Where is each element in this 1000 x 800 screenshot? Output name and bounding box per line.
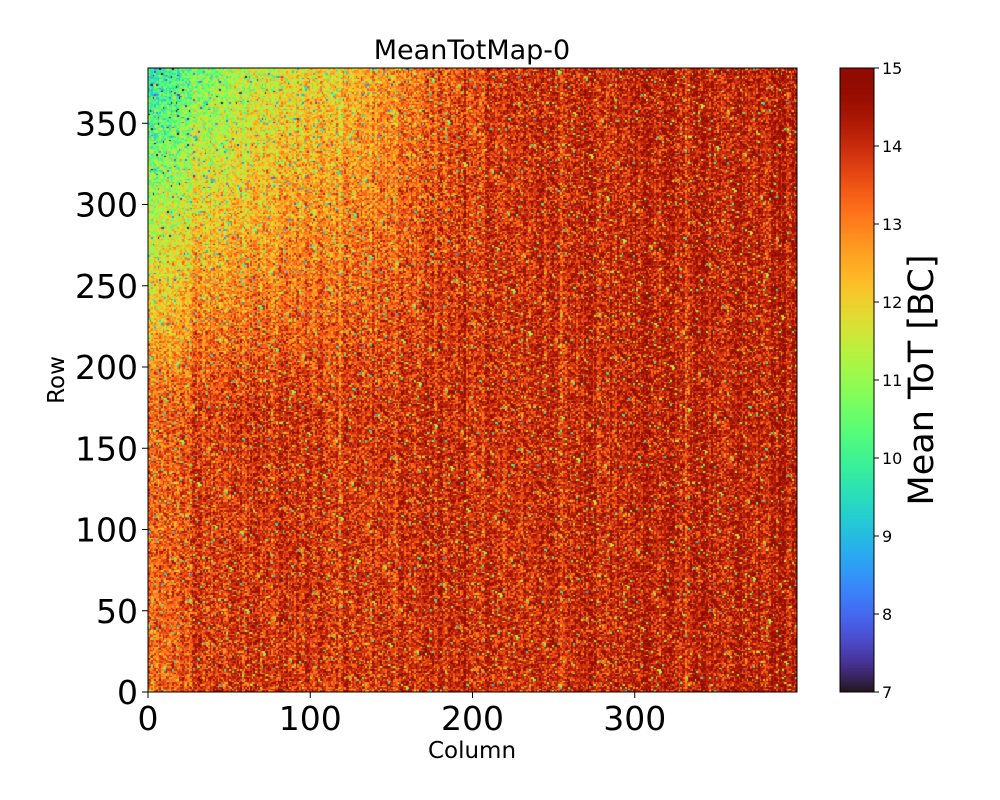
colorbar-tick-label: 14 [882, 137, 902, 156]
y-tick-label: 50 [96, 592, 138, 631]
x-axis-ticks: 0 100 200 300 [138, 692, 666, 738]
colorbar-tick-label: 13 [882, 215, 902, 234]
colorbar-tick-label: 8 [882, 605, 892, 624]
y-tick-label: 300 [75, 186, 138, 225]
colorbar-tick-label: 12 [882, 293, 902, 312]
chart-title: MeanTotMap-0 [374, 35, 570, 66]
y-tick-label: 200 [75, 348, 138, 387]
x-tick-label: 0 [138, 699, 159, 738]
x-tick-label: 200 [441, 699, 504, 738]
y-tick-label: 350 [75, 104, 138, 143]
y-axis-ticks: 0 50 100 150 200 250 300 350 [75, 104, 148, 712]
y-tick-label: 0 [117, 673, 138, 712]
colorbar-tick-label: 11 [882, 371, 902, 390]
colorbar-tick-label: 15 [882, 59, 902, 78]
colorbar-tick-label: 9 [882, 527, 892, 546]
y-axis-label: Row [44, 356, 70, 404]
y-tick-label: 250 [75, 267, 138, 306]
x-axis-label: Column [428, 738, 516, 764]
x-tick-label: 300 [603, 699, 666, 738]
colorbar-frame [839, 67, 875, 693]
colorbar-tick-label: 7 [882, 683, 892, 702]
colorbar-label: Mean ToT [BC] [902, 255, 942, 506]
heatmap-image [148, 68, 797, 692]
x-tick-label: 100 [279, 699, 342, 738]
y-tick-label: 100 [75, 511, 138, 550]
colorbar-ticks: 7 8 9 10 11 12 13 14 15 [874, 59, 902, 702]
colorbar-tick-label: 10 [882, 449, 902, 468]
colorbar-gradient [840, 68, 874, 692]
plot-frame [147, 67, 798, 693]
y-tick-label: 150 [75, 429, 138, 468]
